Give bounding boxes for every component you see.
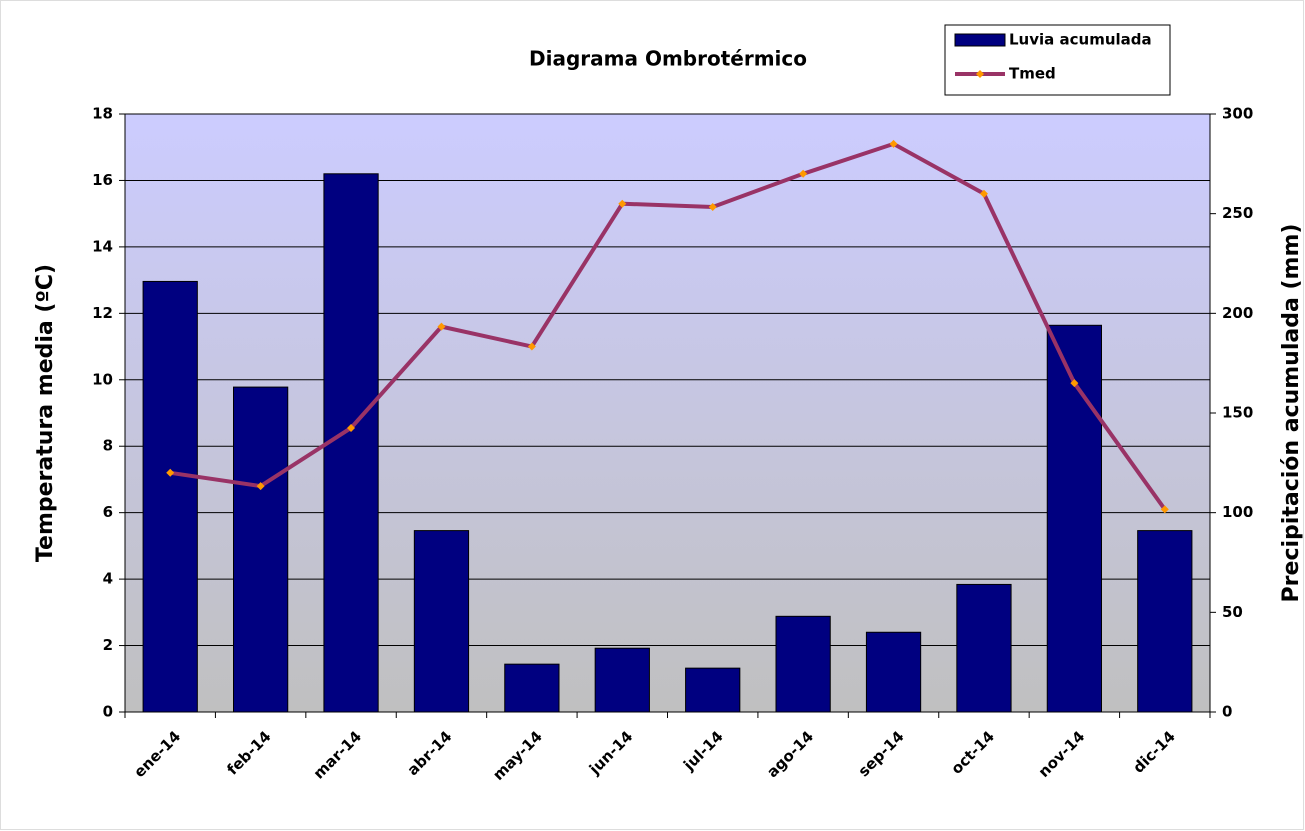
- y-tick-label: 6: [103, 503, 113, 521]
- marker: [708, 203, 717, 212]
- bar: [504, 663, 560, 713]
- bar: [233, 386, 289, 713]
- y2-tick-label: 250: [1222, 204, 1253, 222]
- bar: [323, 173, 379, 713]
- marker: [437, 322, 446, 331]
- marker: [347, 423, 356, 432]
- bar: [775, 615, 831, 713]
- legend-box: [944, 24, 1171, 96]
- marker: [527, 342, 536, 351]
- y-tick-label: 10: [92, 370, 113, 388]
- y2-tick-label: 300: [1222, 105, 1253, 123]
- marker: [1070, 379, 1079, 388]
- y-tick-label: 12: [92, 304, 113, 322]
- marker: [979, 189, 988, 198]
- y2-tick-label: 200: [1222, 304, 1253, 322]
- marker: [889, 139, 898, 148]
- y-tick-label: 8: [103, 437, 113, 455]
- y2-tick-label: 150: [1222, 404, 1253, 422]
- y-tick-label: 0: [103, 703, 113, 721]
- plot-area: [125, 114, 1210, 712]
- y-tick-label: 2: [103, 636, 113, 654]
- marker: [799, 169, 808, 178]
- bar: [142, 280, 198, 713]
- y2-tick-label: 100: [1222, 503, 1253, 521]
- y2-tick-label: 50: [1222, 603, 1243, 621]
- y-tick-label: 14: [92, 237, 113, 255]
- bar: [1046, 324, 1102, 713]
- y2-axis-label: Precipitación acumulada (mm): [1279, 224, 1304, 603]
- bar: [594, 647, 650, 713]
- marker: [166, 468, 175, 477]
- y-axis-label: Temperatura media (ºC): [33, 264, 58, 562]
- marker: [618, 199, 627, 208]
- bar: [413, 530, 470, 713]
- legend-label: Luvia acumulada: [1009, 31, 1152, 49]
- y-tick-label: 16: [92, 171, 113, 189]
- legend-swatch: [954, 33, 1006, 47]
- marker: [1160, 505, 1169, 514]
- legend-marker: [976, 70, 984, 78]
- legend-label: Tmed: [1009, 65, 1056, 83]
- chart-title: Diagrama Ombrotérmico: [529, 47, 807, 71]
- bar: [956, 583, 1012, 713]
- marker: [256, 482, 265, 491]
- bar: [685, 667, 741, 713]
- line: [169, 141, 1167, 511]
- bar: [865, 631, 922, 713]
- y2-tick-label: 0: [1222, 703, 1232, 721]
- bar: [1137, 530, 1193, 713]
- y-tick-label: 18: [92, 105, 113, 123]
- y-tick-label: 4: [103, 570, 113, 588]
